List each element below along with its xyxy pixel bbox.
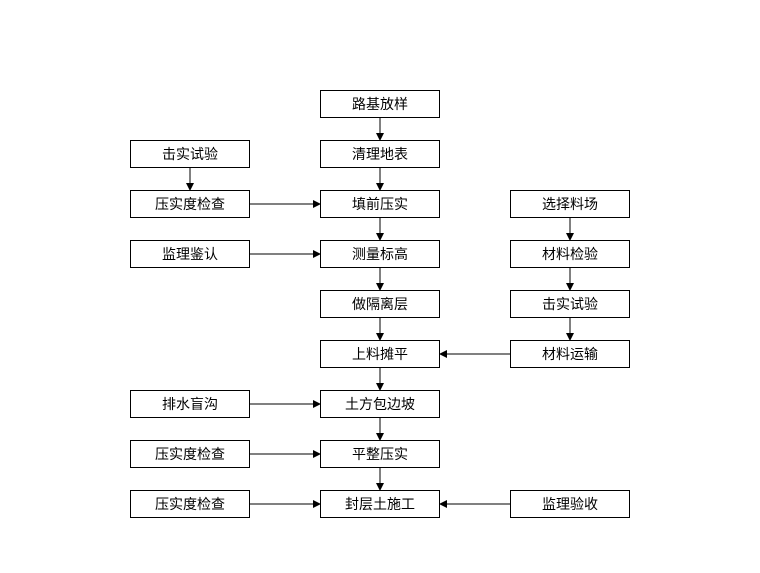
flow-node-label: 压实度检查: [155, 494, 225, 514]
flow-node-r4: 监理验收: [510, 490, 630, 518]
flow-node-label: 上料摊平: [352, 344, 408, 364]
flow-node-label: 测量标高: [352, 244, 408, 264]
flow-node-label: 压实度检查: [155, 444, 225, 464]
flow-node-label: 监理鉴认: [162, 244, 218, 264]
flow-node-c2: 填前压实: [320, 190, 440, 218]
flow-node-c0: 路基放样: [320, 90, 440, 118]
flow-arrows: [0, 0, 760, 573]
flow-node-label: 材料运输: [542, 344, 598, 364]
flow-node-label: 封层土施工: [345, 494, 415, 514]
flow-node-r0: 选择料场: [510, 190, 630, 218]
flow-node-label: 平整压实: [352, 444, 408, 464]
flow-node-l0: 击实试验: [130, 140, 250, 168]
flow-node-r2: 击实试验: [510, 290, 630, 318]
flow-node-l3: 排水盲沟: [130, 390, 250, 418]
flow-node-c6: 土方包边坡: [320, 390, 440, 418]
flow-node-label: 排水盲沟: [162, 394, 218, 414]
flow-node-label: 监理验收: [542, 494, 598, 514]
flow-node-label: 击实试验: [162, 144, 218, 164]
flow-node-c8: 封层土施工: [320, 490, 440, 518]
flow-node-label: 击实试验: [542, 294, 598, 314]
flow-node-label: 路基放样: [352, 94, 408, 114]
flow-node-c1: 清理地表: [320, 140, 440, 168]
flow-node-l2: 监理鉴认: [130, 240, 250, 268]
flow-node-l1: 压实度检查: [130, 190, 250, 218]
flow-node-c3: 测量标高: [320, 240, 440, 268]
flow-node-label: 压实度检查: [155, 194, 225, 214]
flow-node-label: 土方包边坡: [345, 394, 415, 414]
flow-node-label: 选择料场: [542, 194, 598, 214]
flow-node-label: 材料检验: [542, 244, 598, 264]
flow-node-c7: 平整压实: [320, 440, 440, 468]
flow-node-c5: 上料摊平: [320, 340, 440, 368]
flow-node-r1: 材料检验: [510, 240, 630, 268]
flow-node-l4: 压实度检查: [130, 440, 250, 468]
flow-node-label: 填前压实: [352, 194, 408, 214]
flow-node-r3: 材料运输: [510, 340, 630, 368]
flow-node-label: 清理地表: [352, 144, 408, 164]
flow-node-c4: 做隔离层: [320, 290, 440, 318]
flow-node-l5: 压实度检查: [130, 490, 250, 518]
flow-node-label: 做隔离层: [352, 294, 408, 314]
